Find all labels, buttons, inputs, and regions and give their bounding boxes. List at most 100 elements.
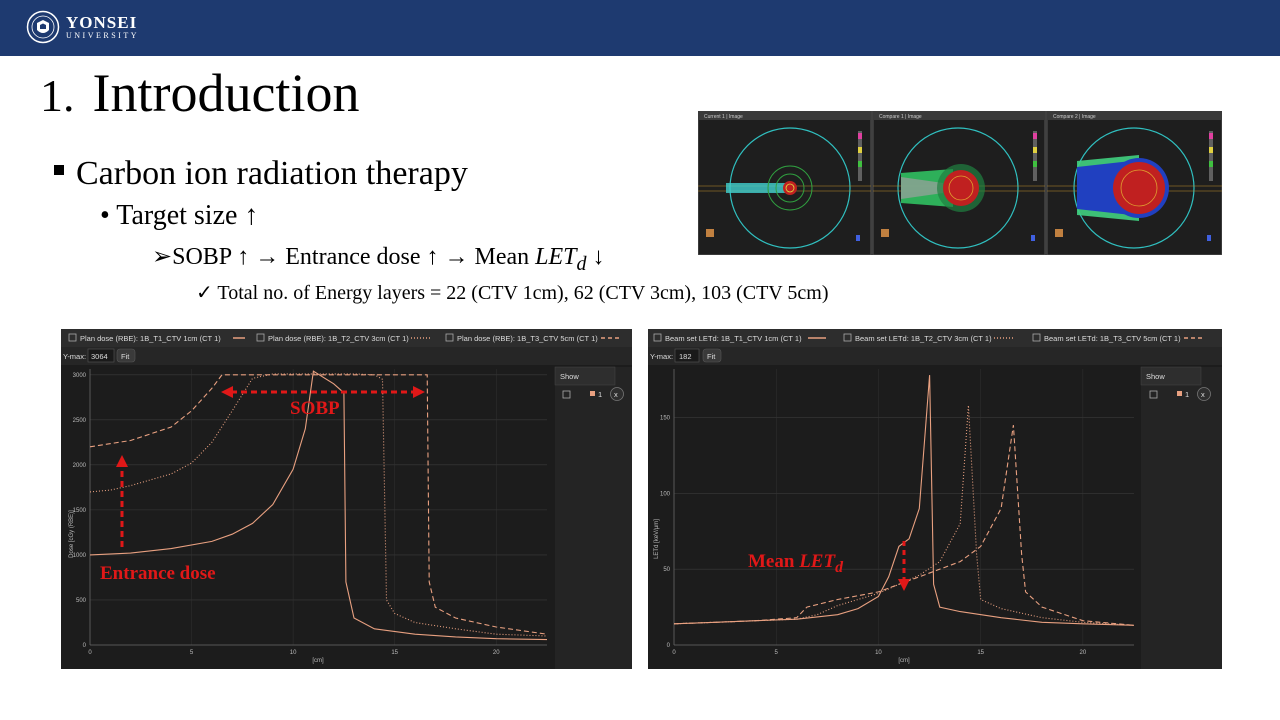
remove-button[interactable] (610, 387, 624, 401)
y-tick-label: 2000 (73, 463, 87, 469)
ct-tab-1[interactable]: Current 1 | Image (704, 114, 743, 120)
ymax-value: 3064 (91, 352, 108, 361)
header-bar: YONSEI UNIVERSITY (0, 0, 1280, 56)
series-line-1 (89, 370, 548, 641)
bullet1-text: Carbon ion radiation therapy (76, 155, 468, 192)
let-plot-area: 150 100 50 00 5 10 15 20 (660, 369, 1135, 656)
mean-let-variable: LET (799, 551, 836, 572)
x-tick-label: 15 (977, 650, 984, 656)
show-label: Show (1146, 372, 1165, 381)
bullet4-text: Total no. of Energy layers = 22 (CTV 1cm… (217, 282, 829, 304)
ct-viewport-1: Current 1 | Image (698, 111, 872, 255)
y-tick-label: 50 (663, 567, 670, 573)
dose-legend-label-2: Plan dose (RBE): 1B_T2_CTV 3cm (CT 1) (268, 334, 409, 343)
ct-tab-2[interactable]: Compare 1 | Image (879, 114, 922, 120)
x-tick-label: 5 (775, 650, 779, 656)
let-subscript: d (576, 252, 587, 275)
entrance-dose-annotation: Entrance dose (100, 563, 216, 584)
dose-legend-item-3[interactable]: Plan dose (RBE): 1B_T3_CTV 5cm (CT 1) (445, 333, 621, 343)
show-item-label: 1 (598, 390, 602, 399)
let-chart-panel: Beam set LETd: 1B_T1_CTV 1cm (CT 1) Beam… (648, 329, 1222, 669)
ct-viewport-2: Compare 1 | Image (872, 111, 1046, 255)
ct-tab-3[interactable]: Compare 2 | Image (1053, 114, 1096, 120)
dot-bullet-icon: • (100, 200, 117, 231)
y-tick-label: 500 (76, 598, 87, 604)
university-seal-icon (26, 10, 60, 44)
ymax-value: 182 (679, 352, 692, 361)
y-tick-label: 0 (83, 643, 87, 649)
bullet-level3: ➢SOBP ↑ → Entrance dose ↑ → Mean LETd ↓ (152, 242, 605, 276)
ymax-label: Y-max: (63, 352, 86, 361)
legend-checkbox[interactable] (843, 333, 852, 342)
entrance-dose-arrow (116, 455, 128, 547)
bullet3-suffix: ↓ (586, 244, 605, 270)
series-line-2 (89, 373, 548, 637)
y-tick-label: 150 (660, 416, 671, 422)
fit-button[interactable] (702, 348, 722, 363)
bullet-level1: Carbon ion radiation therapy (54, 155, 468, 193)
y-tick-label: 1500 (73, 508, 87, 514)
let-variable: LET (535, 244, 577, 270)
mean-let-arrow (898, 541, 910, 591)
let-y-axis-label: LETd [keV/μm] (654, 519, 660, 559)
title-text: Introduction (92, 63, 360, 123)
x-tick-label: 10 (290, 650, 297, 656)
let-x-axis-label: [cm] (898, 658, 910, 664)
x-tick-label: 20 (1080, 650, 1087, 656)
show-checkbox[interactable] (562, 390, 571, 399)
dose-chart-panel: Plan dose (RBE): 1B_T1_CTV 1cm (CT 1) Pl… (61, 329, 632, 669)
dose-legend-label-1: Plan dose (RBE): 1B_T1_CTV 1cm (CT 1) (80, 334, 221, 343)
square-bullet-icon (54, 165, 64, 176)
legend-checkbox[interactable] (68, 333, 77, 342)
fit-button-label: Fit (707, 352, 716, 361)
dose-plot-area: 3000 2500 2000 1500 1000 500 00 5 10 15 20 (73, 369, 548, 656)
x-tick-label: 20 (493, 650, 500, 656)
logo-name: YONSEI (66, 13, 138, 32)
ymax-label: Y-max: (650, 352, 673, 361)
bullet2-text: Target size ↑ (116, 200, 259, 231)
bullet-level4: ✓ Total no. of Energy layers = 22 (CTV 1… (196, 280, 828, 305)
mean-let-text: Mean (748, 551, 800, 572)
remove-button-icon: x (1201, 390, 1205, 399)
y-tick-label: 100 (660, 491, 671, 497)
dose-legend-item-1[interactable]: Plan dose (RBE): 1B_T1_CTV 1cm (CT 1) (68, 333, 245, 343)
logo-subtitle: UNIVERSITY (66, 31, 139, 40)
remove-button[interactable] (1197, 387, 1211, 401)
slide-title: 1. Introduction (40, 62, 359, 124)
x-tick-label: 0 (672, 650, 676, 656)
ct-image-panel: Current 1 | Image Compare 1 | Image (698, 111, 1222, 255)
show-checkbox[interactable] (1149, 390, 1158, 399)
legend-checkbox[interactable] (653, 333, 662, 342)
sobp-annotation: SOBP (290, 398, 340, 419)
series-line-1 (673, 375, 1135, 626)
legend-checkbox[interactable] (445, 333, 454, 342)
x-tick-label: 5 (190, 650, 194, 656)
y-tick-label: 2500 (73, 418, 87, 424)
x-tick-label: 15 (391, 650, 398, 656)
let-legend-label-2: Beam set LETd: 1B_T2_CTV 3cm (CT 1) (855, 334, 992, 343)
dose-legend-item-2[interactable]: Plan dose (RBE): 1B_T2_CTV 3cm (CT 1) (256, 333, 431, 343)
x-tick-label: 10 (875, 650, 882, 656)
let-legend-item-2[interactable]: Beam set LETd: 1B_T2_CTV 3cm (CT 1) (843, 333, 1014, 343)
let-legend-label-3: Beam set LETd: 1B_T3_CTV 5cm (CT 1) (1044, 334, 1181, 343)
let-legend-item-1[interactable]: Beam set LETd: 1B_T1_CTV 1cm (CT 1) (653, 333, 826, 343)
remove-button-icon: x (614, 390, 618, 399)
mean-let-subscript: d (835, 558, 843, 576)
let-legend-item-3[interactable]: Beam set LETd: 1B_T3_CTV 5cm (CT 1) (1032, 333, 1204, 343)
dose-legend-label-3: Plan dose (RBE): 1B_T3_CTV 5cm (CT 1) (457, 334, 598, 343)
legend-checkbox[interactable] (256, 333, 265, 342)
ymax-input[interactable] (674, 348, 700, 363)
bullet3-text: SOBP ↑ → Entrance dose ↑ → Mean (172, 244, 536, 270)
fit-button[interactable] (116, 348, 136, 363)
university-logo: YONSEI UNIVERSITY (26, 10, 139, 44)
ct-viewport-3: Compare 2 | Image (1046, 111, 1222, 255)
show-item-label: 1 (1185, 390, 1189, 399)
mean-let-annotation: Mean LETd (748, 551, 843, 577)
legend-checkbox[interactable] (1032, 333, 1041, 342)
y-tick-label: 3000 (73, 373, 87, 379)
ymax-input[interactable] (87, 348, 115, 363)
series-line-3 (89, 374, 548, 635)
y-tick-label: 1000 (73, 553, 87, 559)
bullet-level2: • Target size ↑ (100, 200, 258, 232)
fit-button-label: Fit (121, 352, 130, 361)
